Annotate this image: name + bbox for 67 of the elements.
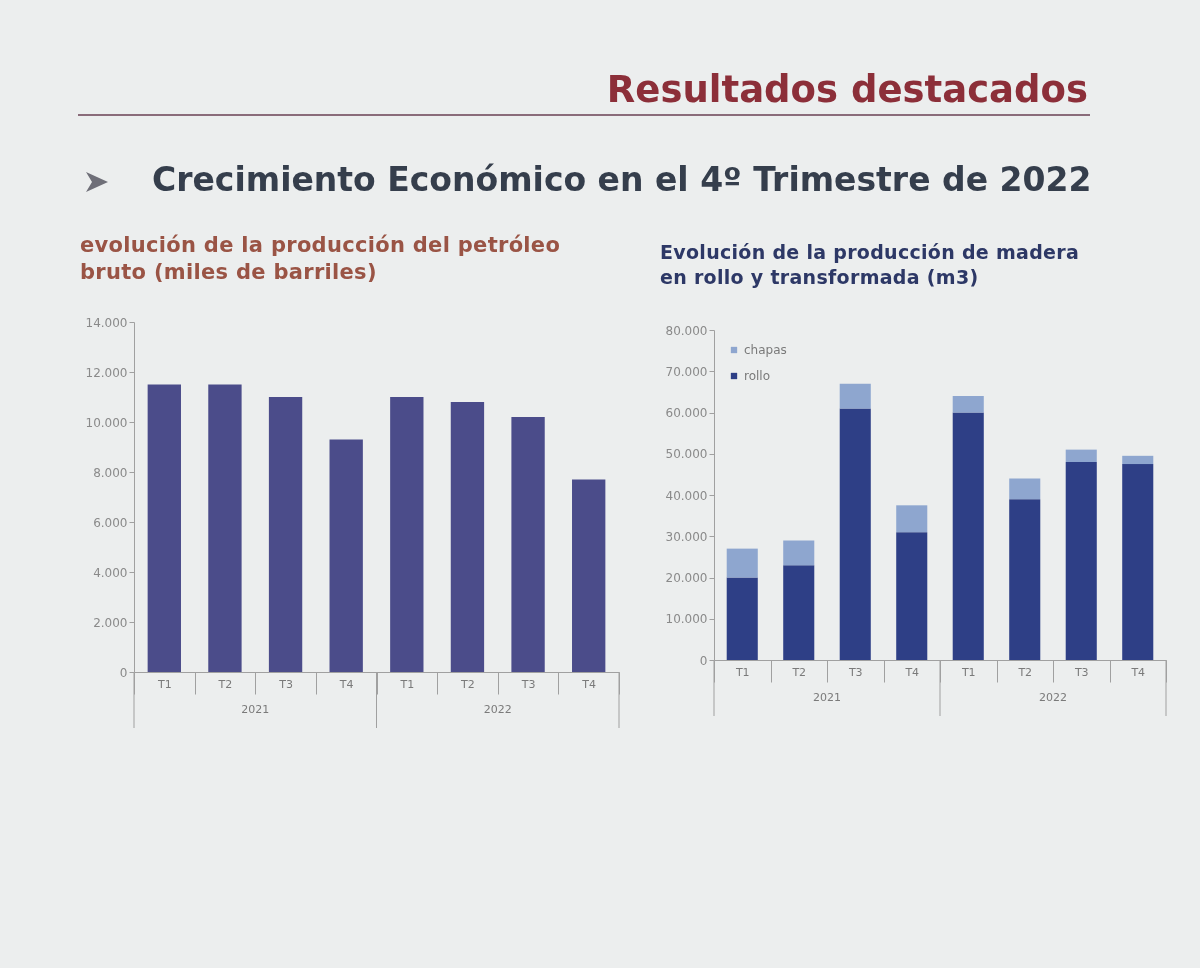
legend-label: chapas <box>744 343 787 358</box>
bar <box>952 412 984 661</box>
x-tick-label: T4 <box>338 677 354 691</box>
bar <box>1122 456 1154 465</box>
x-tick-label: T1 <box>399 677 415 691</box>
bar <box>726 549 758 578</box>
x-tick-label: T2 <box>1017 665 1033 679</box>
y-tick-label: 0 <box>119 665 128 680</box>
y-tick-label: 40.000 <box>665 488 708 503</box>
chart-title: evolución de la producción del petróleo bruto (miles de barriles) <box>80 232 562 287</box>
y-tick-label: 80.000 <box>665 323 708 338</box>
bar <box>896 532 928 661</box>
bar <box>783 540 815 566</box>
bar <box>1065 462 1097 661</box>
y-tick-label: 10.000 <box>665 612 708 627</box>
x-tick-label: T3 <box>520 677 536 691</box>
text: 2021 <box>813 691 841 705</box>
bar <box>783 565 815 661</box>
x-tick-label: T2 <box>460 677 475 691</box>
bar <box>147 384 181 672</box>
bar <box>208 384 242 672</box>
y-tick-label: 30.000 <box>665 530 708 545</box>
text: 2022 <box>1039 691 1067 705</box>
chart-title: Evolución de la producción de madera en rollo y transformada (m3) <box>660 240 1081 290</box>
y-tick-label: 8.000 <box>93 465 128 480</box>
x-tick-label: T4 <box>1130 665 1146 679</box>
x-tick-label: T3 <box>847 665 863 679</box>
x-tick-label: T1 <box>156 677 172 691</box>
x-tick-label: T4 <box>581 677 597 691</box>
x-tick-label: T4 <box>904 665 920 679</box>
bar <box>1122 464 1154 661</box>
bar <box>839 384 871 409</box>
y-tick-label: 10.000 <box>85 415 128 430</box>
x-tick-label: T1 <box>734 665 750 679</box>
y-tick-label: 70.000 <box>665 365 708 380</box>
y-tick-label: 6.000 <box>93 515 128 530</box>
text: Resultados destacados <box>606 68 1088 111</box>
bar <box>1065 450 1097 463</box>
bar <box>726 577 758 661</box>
text: Crecimiento Económico en el 4º Trimestre de 2022 <box>152 160 1092 199</box>
legend-label: rollo <box>744 369 771 384</box>
y-tick-label: 0 <box>699 653 708 668</box>
bar <box>390 396 424 672</box>
bar <box>839 408 871 661</box>
bar <box>329 439 363 672</box>
x-tick-label: T3 <box>1073 665 1089 679</box>
bar <box>952 396 984 413</box>
y-tick-label: 20.000 <box>665 571 708 586</box>
y-tick-label: 14.000 <box>85 315 128 330</box>
bar <box>511 416 545 672</box>
bar <box>896 505 928 533</box>
x-tick-label: T3 <box>278 677 293 691</box>
bar <box>1009 499 1041 661</box>
y-tick-label: 60.000 <box>665 406 708 421</box>
bar <box>1009 478 1041 500</box>
y-tick-label: 12.000 <box>85 365 128 380</box>
text: 2021 <box>241 702 270 716</box>
y-tick-label: 2.000 <box>93 615 128 630</box>
bar <box>572 479 606 672</box>
x-tick-label: T1 <box>960 665 976 679</box>
x-tick-label: T2 <box>791 665 807 679</box>
y-tick-label: 50.000 <box>665 447 708 462</box>
x-tick-label: T2 <box>217 677 233 691</box>
bar <box>450 401 485 672</box>
text: 2022 <box>483 702 512 716</box>
y-tick-label: 4.000 <box>93 565 128 580</box>
bar <box>268 396 303 672</box>
